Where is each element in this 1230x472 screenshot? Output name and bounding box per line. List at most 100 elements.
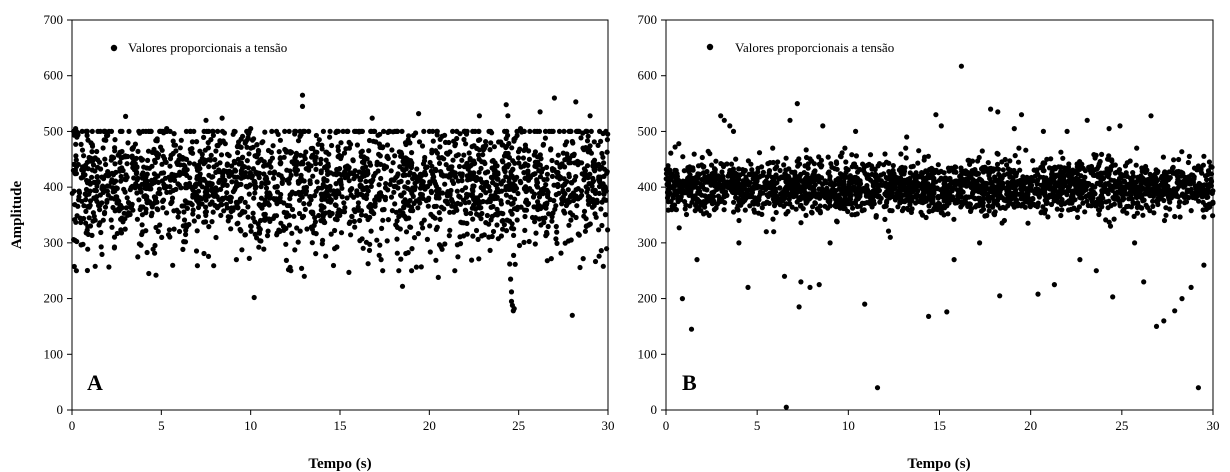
data-point bbox=[818, 157, 825, 163]
data-point bbox=[261, 216, 267, 222]
data-point bbox=[140, 128, 146, 134]
data-point bbox=[236, 161, 242, 167]
data-point bbox=[1186, 181, 1192, 187]
data-point bbox=[1024, 174, 1030, 180]
data-point bbox=[852, 212, 858, 218]
data-point bbox=[348, 192, 354, 198]
data-point bbox=[210, 209, 216, 215]
data-point bbox=[1012, 153, 1018, 159]
data-point bbox=[735, 196, 742, 203]
data-point bbox=[668, 150, 674, 156]
data-point bbox=[1005, 183, 1011, 189]
data-point bbox=[113, 185, 119, 191]
data-point bbox=[957, 188, 964, 194]
data-point bbox=[490, 203, 496, 210]
data-point bbox=[508, 276, 514, 282]
data-point bbox=[1028, 200, 1034, 206]
data-point bbox=[575, 128, 581, 134]
data-point bbox=[958, 181, 964, 187]
data-point bbox=[904, 134, 910, 140]
data-point bbox=[1062, 189, 1068, 195]
data-point bbox=[403, 216, 409, 222]
data-point bbox=[89, 174, 95, 180]
data-point bbox=[566, 222, 572, 228]
data-point bbox=[1190, 172, 1196, 178]
data-point bbox=[719, 169, 725, 175]
data-point bbox=[590, 197, 596, 203]
data-point bbox=[213, 148, 219, 154]
data-point bbox=[736, 190, 742, 196]
data-point bbox=[909, 184, 916, 190]
data-point bbox=[584, 128, 590, 134]
data-point bbox=[98, 229, 104, 236]
data-point bbox=[421, 128, 427, 134]
data-point bbox=[468, 210, 474, 216]
data-point bbox=[391, 189, 397, 195]
data-point bbox=[313, 132, 319, 139]
data-point bbox=[795, 174, 802, 180]
data-point bbox=[596, 227, 602, 233]
data-point bbox=[1011, 126, 1017, 132]
data-point bbox=[379, 207, 386, 213]
data-point bbox=[220, 171, 226, 177]
data-point bbox=[958, 63, 965, 69]
data-point bbox=[910, 172, 916, 178]
data-point bbox=[1205, 171, 1211, 177]
data-point bbox=[476, 128, 482, 134]
data-point bbox=[292, 128, 298, 134]
data-point bbox=[316, 137, 322, 143]
data-point bbox=[293, 171, 299, 177]
data-point bbox=[941, 212, 947, 218]
data-point bbox=[704, 168, 710, 175]
data-point bbox=[218, 152, 225, 158]
data-point bbox=[505, 113, 511, 119]
data-point bbox=[727, 123, 733, 129]
data-point bbox=[779, 192, 785, 198]
data-point bbox=[583, 223, 589, 229]
data-point bbox=[272, 213, 278, 219]
data-point bbox=[766, 172, 772, 178]
data-point bbox=[699, 177, 705, 183]
data-point bbox=[816, 179, 822, 185]
data-point bbox=[418, 264, 424, 270]
data-point bbox=[1015, 159, 1022, 165]
data-point bbox=[242, 232, 248, 238]
data-point bbox=[371, 210, 377, 217]
data-point bbox=[944, 203, 950, 209]
data-point bbox=[72, 217, 78, 223]
data-point bbox=[979, 184, 986, 190]
data-point bbox=[985, 203, 992, 209]
data-point bbox=[762, 179, 768, 185]
data-point bbox=[299, 265, 305, 271]
data-point bbox=[1201, 182, 1208, 188]
data-point bbox=[1116, 167, 1123, 173]
data-point bbox=[1091, 152, 1097, 158]
data-point bbox=[1097, 158, 1103, 165]
data-point bbox=[988, 195, 994, 201]
data-point bbox=[311, 222, 317, 228]
data-point bbox=[1075, 171, 1081, 177]
data-point bbox=[212, 157, 218, 163]
data-point bbox=[974, 185, 980, 191]
data-point bbox=[564, 139, 570, 145]
data-point bbox=[171, 172, 177, 178]
data-point bbox=[979, 166, 985, 172]
data-point bbox=[102, 204, 109, 210]
data-point bbox=[234, 221, 240, 227]
data-point bbox=[184, 167, 190, 173]
data-point bbox=[223, 195, 229, 201]
data-point bbox=[346, 139, 352, 145]
data-point bbox=[416, 111, 422, 117]
data-point bbox=[564, 179, 570, 185]
data-point bbox=[559, 197, 566, 203]
data-point bbox=[246, 151, 252, 157]
data-point bbox=[604, 246, 610, 252]
x-tick-label: 30 bbox=[1207, 418, 1220, 433]
data-point bbox=[503, 228, 510, 234]
data-point bbox=[427, 223, 433, 229]
data-point bbox=[244, 144, 250, 150]
data-point bbox=[1201, 214, 1207, 220]
data-point bbox=[334, 217, 340, 223]
data-point bbox=[327, 128, 333, 134]
data-point bbox=[783, 404, 789, 410]
